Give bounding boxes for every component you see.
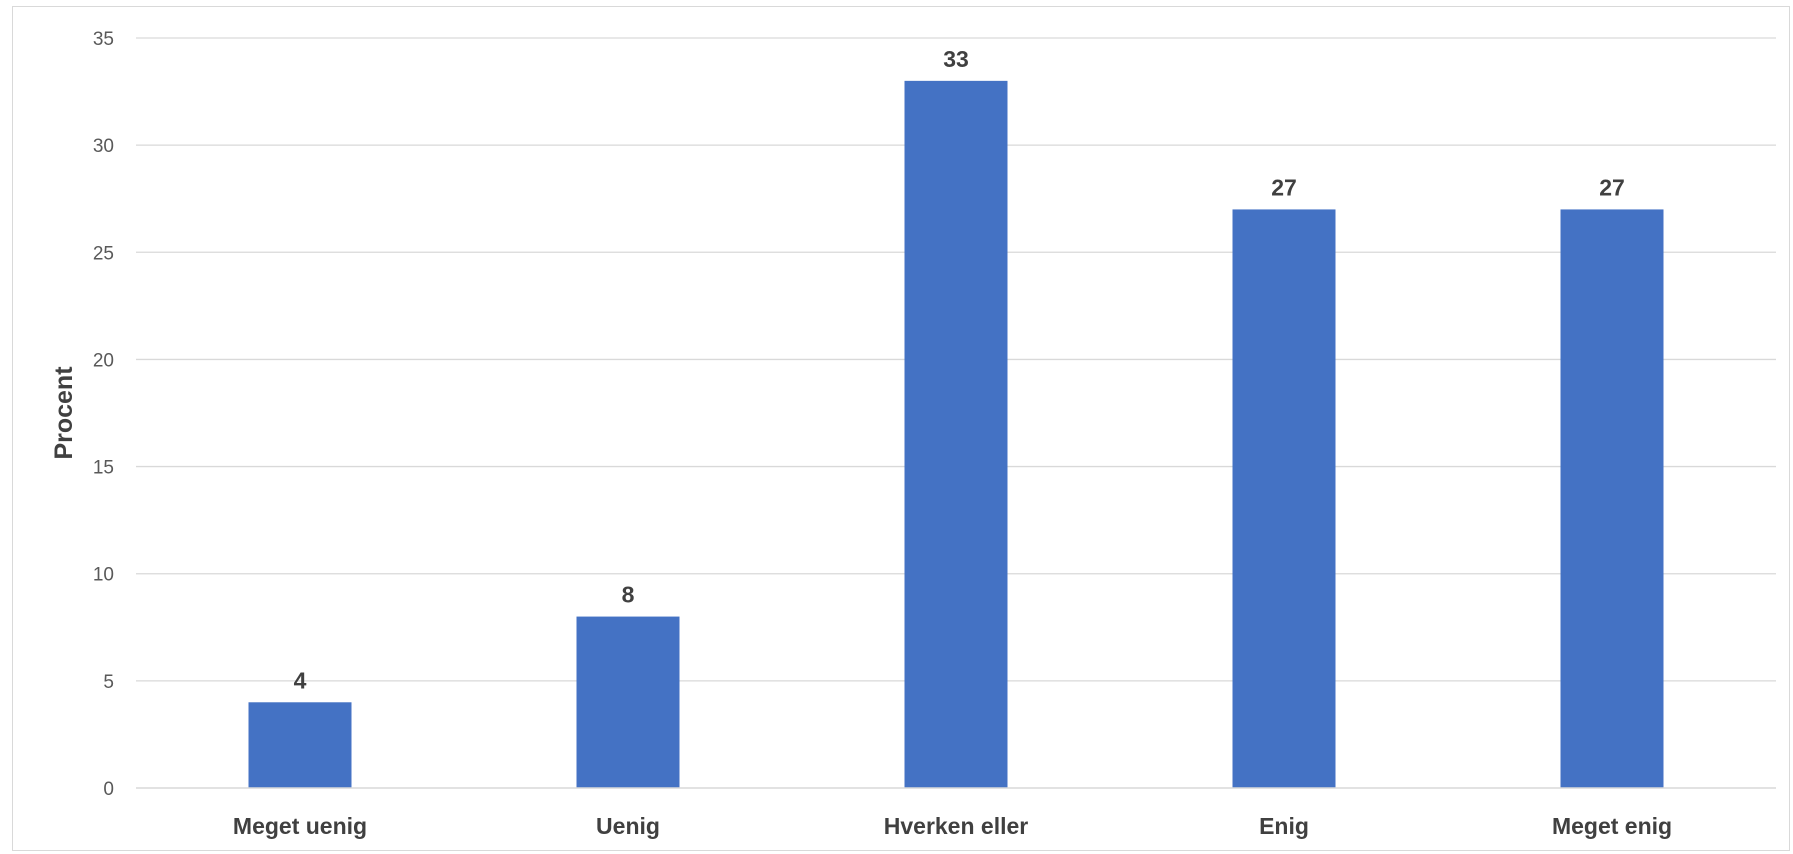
y-axis-title: Procent — [50, 366, 78, 460]
bar — [1560, 209, 1664, 788]
bar — [248, 702, 352, 788]
category-label: Uenig — [596, 813, 660, 839]
category-label: Hverken eller — [884, 813, 1029, 839]
x-axis-category-labels: Meget uenig Uenig Hverken eller Enig Meget e… — [233, 813, 1672, 839]
data-label: 33 — [943, 46, 969, 72]
category-label: Enig — [1259, 813, 1309, 839]
data-labels: 4 8 33 27 27 — [294, 46, 1625, 693]
y-tick-label: 15 — [93, 458, 114, 479]
category-label: Meget uenig — [233, 813, 367, 839]
bar — [904, 80, 1008, 789]
category-label: Meget enig — [1552, 813, 1672, 839]
data-label: 27 — [1271, 174, 1297, 200]
data-label: 27 — [1599, 174, 1625, 200]
data-label: 4 — [294, 667, 307, 693]
y-tick-label: 5 — [103, 672, 114, 693]
y-tick-label: 20 — [93, 350, 114, 371]
y-axis-tick-labels: 0 5 10 15 20 25 30 35 — [93, 29, 114, 800]
bars — [248, 80, 1664, 789]
y-tick-label: 25 — [93, 243, 114, 264]
bar — [1232, 209, 1336, 788]
data-label: 8 — [622, 582, 635, 608]
bar — [576, 616, 680, 788]
y-tick-label: 10 — [93, 565, 114, 586]
y-tick-label: 0 — [103, 779, 114, 800]
y-tick-label: 35 — [93, 29, 114, 50]
y-tick-label: 30 — [93, 136, 114, 157]
